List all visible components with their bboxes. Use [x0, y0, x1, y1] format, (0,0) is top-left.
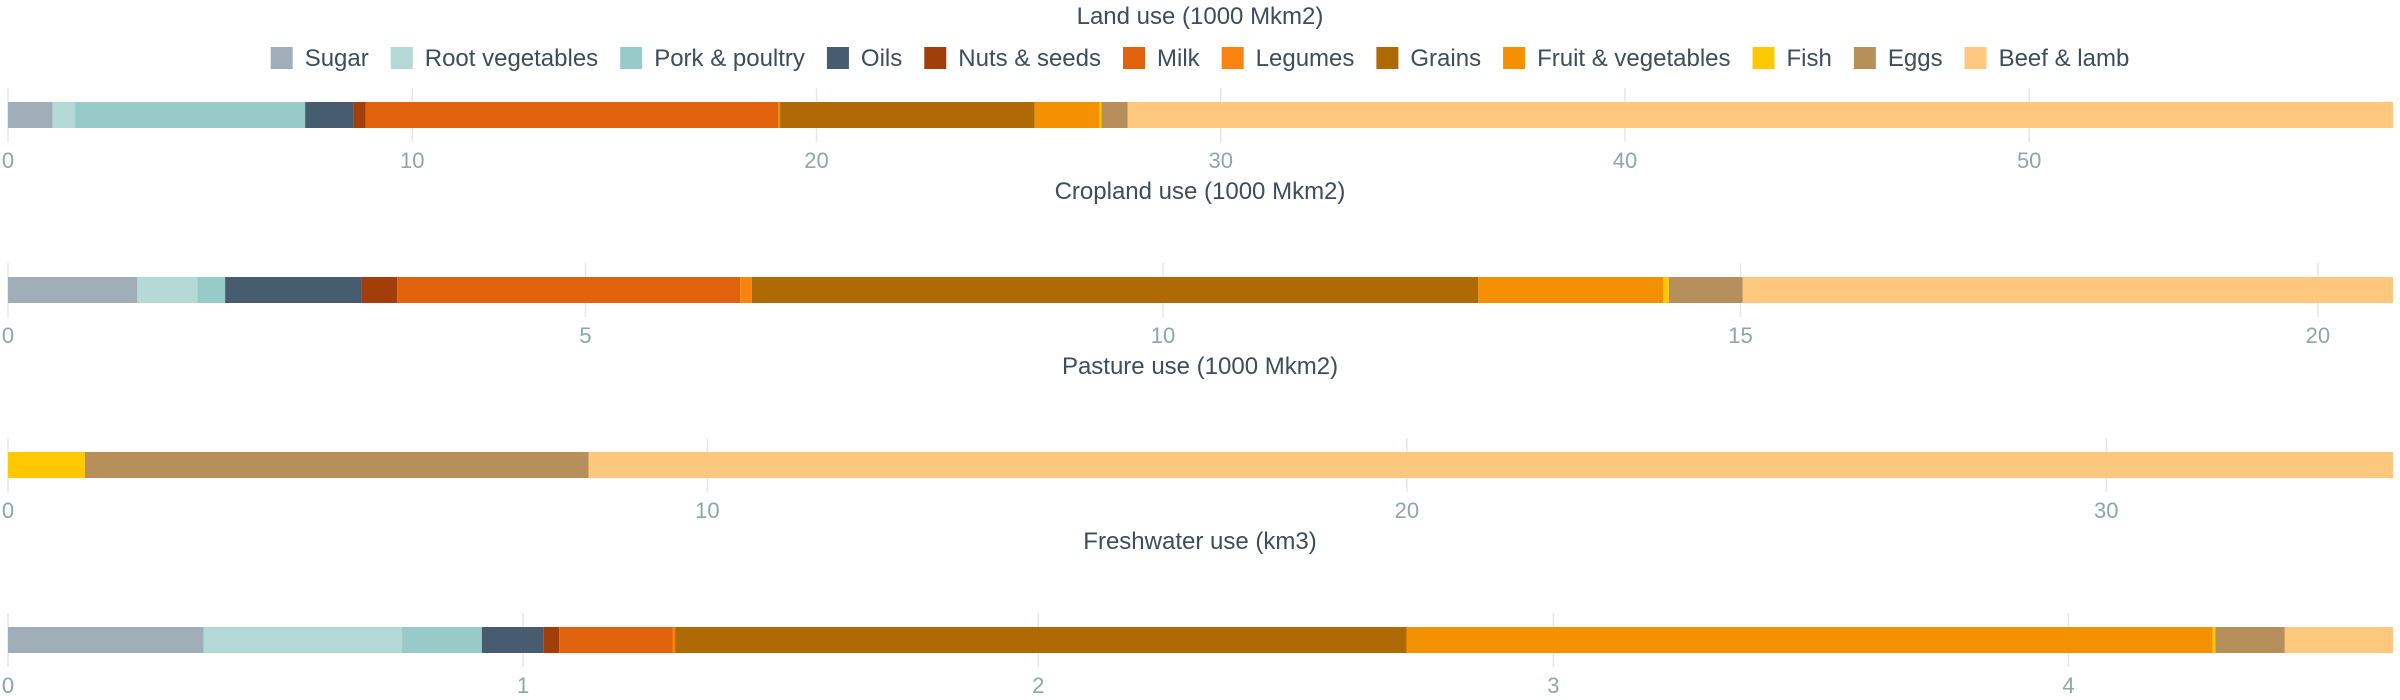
panel-title: Cropland use (1000 Mkm2) [1055, 178, 1346, 205]
bar-segment-grains[interactable]: Grains: 6.3 [780, 102, 1035, 128]
legend-label-sugar: Sugar [305, 45, 369, 72]
bar-segment-oils[interactable]: Oils: 0.12 [481, 627, 544, 653]
legend-swatch-oils[interactable] [826, 47, 849, 69]
legend-swatch-fruit-and-vegetables[interactable] [1503, 47, 1526, 69]
bar-segment-legumes[interactable]: Legumes: 0.1 [740, 277, 752, 303]
panel-land-use-1000-mkm2: Land use (1000 Mkm2) 0 10 20 30 40 50 Sugar: 1.… [2, 3, 2393, 173]
bar-segment-grains[interactable]: Grains: 1.42 [675, 627, 1407, 653]
bar-segment-pork-and-poultry[interactable]: Pork & poultry: 5.7 [74, 102, 306, 128]
x-tick-label: 50 [2017, 148, 2041, 173]
legend-label-fish: Fish [1787, 45, 1832, 72]
legend-label-grains: Grains [1410, 45, 1481, 72]
x-tick-label: 2 [1032, 673, 1044, 698]
bar-segment-beef-and-lamb[interactable]: Beef & lamb: 25.8 [588, 452, 2393, 478]
x-tick-label: 20 [2306, 323, 2330, 348]
bar-segment-root-vegetables[interactable]: Root vegetables: 0.385 [203, 627, 403, 653]
panel-title: Pasture use (1000 Mkm2) [1062, 353, 1338, 380]
bar-segment-milk[interactable]: Milk: 2.97 [397, 277, 741, 303]
panel-title: Land use (1000 Mkm2) [1077, 3, 1324, 30]
x-tick-label: 40 [1613, 148, 1637, 173]
legend-label-milk: Milk [1157, 45, 1201, 72]
legend-swatch-root-vegetables[interactable] [390, 47, 413, 69]
legend-label-legumes: Legumes [1256, 45, 1355, 72]
x-tick-label: 15 [1728, 323, 1752, 348]
bar-segment-eggs[interactable]: Eggs: 0.135 [2215, 627, 2285, 653]
bar-segment-pork-and-poultry[interactable]: Pork & poultry: 0.155 [402, 627, 482, 653]
legend-swatch-fish[interactable] [1752, 47, 1775, 69]
bar-segment-beef-and-lamb[interactable]: Beef & lamb: 31.3 [1127, 102, 2393, 128]
legend-label-eggs: Eggs [1888, 45, 1943, 72]
legend-label-pork-and-poultry: Pork & poultry [654, 45, 805, 72]
x-tick-label: 4 [2062, 673, 2074, 698]
x-tick-label: 3 [1547, 673, 1559, 698]
bar-segment-fish[interactable]: Fish: 0.05 [1099, 102, 1102, 128]
x-tick-label: 30 [1208, 148, 1232, 173]
bar-segment-milk[interactable]: Milk: 10.2 [365, 102, 779, 128]
bar-segment-fish[interactable]: Fish: 1.1 [8, 452, 85, 478]
bar-segment-fish[interactable]: Fish: 0.005 [2212, 627, 2216, 653]
bar-segment-root-vegetables[interactable]: Root vegetables: 0.55 [52, 102, 75, 128]
legend-swatch-nuts-and-seeds[interactable] [924, 47, 947, 69]
legend-label-root-vegetables: Root vegetables [425, 45, 598, 72]
x-tick-label: 10 [695, 498, 719, 523]
x-tick-label: 0 [2, 673, 14, 698]
panel-title: Freshwater use (km3) [1083, 528, 1316, 555]
x-tick-label: 30 [2094, 498, 2118, 523]
x-tick-label: 0 [2, 498, 14, 523]
bar-segment-sugar[interactable]: Sugar: 1.12 [8, 277, 138, 303]
legend-label-beef-and-lamb: Beef & lamb [1999, 45, 2130, 72]
legend-swatch-beef-and-lamb[interactable] [1964, 47, 1987, 69]
bar-segment-fish[interactable]: Fish: 0.05 [1663, 277, 1669, 303]
bar-segment-nuts-and-seeds[interactable]: Nuts & seeds: 0.3 [353, 102, 366, 128]
panel-cropland-use-1000-mkm2: Cropland use (1000 Mkm2) 0 5 10 15 20 Sugar: 1… [2, 178, 2393, 348]
panel-pasture-use-1000-mkm2: Pasture use (1000 Mkm2) 0 10 20 30 Fish: 1.1E… [2, 353, 2393, 523]
x-tick-label: 20 [804, 148, 828, 173]
bar-segment-root-vegetables[interactable]: Root vegetables: 0.52 [137, 277, 198, 303]
legend-swatch-milk[interactable] [1123, 47, 1146, 69]
bar-segment-oils[interactable]: Oils: 1.18 [225, 277, 362, 303]
legend-label-nuts-and-seeds: Nuts & seeds [958, 45, 1101, 72]
x-tick-label: 0 [2, 323, 14, 348]
bar-segment-eggs[interactable]: Eggs: 0.65 [1101, 102, 1128, 128]
bar-segment-oils[interactable]: Oils: 1.2 [305, 102, 354, 128]
legend-label-fruit-and-vegetables: Fruit & vegetables [1537, 45, 1730, 72]
bar-segment-legumes[interactable]: Legumes: 0.05 [778, 102, 781, 128]
x-tick-label: 10 [400, 148, 424, 173]
legend-swatch-eggs[interactable] [1853, 47, 1876, 69]
bar-segment-nuts-and-seeds[interactable]: Nuts & seeds: 0.03 [543, 627, 560, 653]
bar-segment-fruit-and-vegetables[interactable]: Fruit & vegetables: 1.6 [1034, 102, 1100, 128]
panel-freshwater-use-km3: Freshwater use (km3) 0 1 2 3 4 Sugar: 0.38Root… [2, 528, 2393, 698]
bar-segment-sugar[interactable]: Sugar: 1.1 [8, 102, 53, 128]
x-tick-label: 5 [579, 323, 591, 348]
bar-segment-fruit-and-vegetables[interactable]: Fruit & vegetables: 1.565 [1406, 627, 2213, 653]
x-tick-label: 10 [1151, 323, 1175, 348]
x-tick-label: 0 [2, 148, 14, 173]
bar-segment-beef-and-lamb[interactable]: Beef & lamb: 5.63 [1742, 277, 2393, 303]
bar-segment-pork-and-poultry[interactable]: Pork & poultry: 0.24 [197, 277, 226, 303]
bar-segment-grains[interactable]: Grains: 6.29 [751, 277, 1479, 303]
bar-segment-beef-and-lamb[interactable]: Beef & lamb: 0.21 [2284, 627, 2393, 653]
legend-swatch-sugar[interactable] [270, 47, 293, 69]
x-tick-label: 20 [1395, 498, 1419, 523]
legend-swatch-grains[interactable] [1376, 47, 1399, 69]
bar-segment-milk[interactable]: Milk: 0.22 [559, 627, 673, 653]
bar-segment-eggs[interactable]: Eggs: 0.64 [1668, 277, 1743, 303]
x-tick-label: 1 [517, 673, 529, 698]
bar-segment-eggs[interactable]: Eggs: 7.2 [84, 452, 589, 478]
legend-swatch-legumes[interactable] [1221, 47, 1244, 69]
bar-segment-nuts-and-seeds[interactable]: Nuts & seeds: 0.31 [361, 277, 398, 303]
legend-swatch-pork-and-poultry[interactable] [620, 47, 643, 69]
legend-label-oils: Oils [861, 45, 902, 72]
bar-segment-sugar[interactable]: Sugar: 0.38 [8, 627, 204, 653]
bar-segment-legumes[interactable]: Legumes: 0.005 [672, 627, 676, 653]
bar-segment-fruit-and-vegetables[interactable]: Fruit & vegetables: 1.6 [1478, 277, 1664, 303]
legend: Sugar Root vegetables Pork & poultry Oils Nu… [270, 45, 2130, 72]
